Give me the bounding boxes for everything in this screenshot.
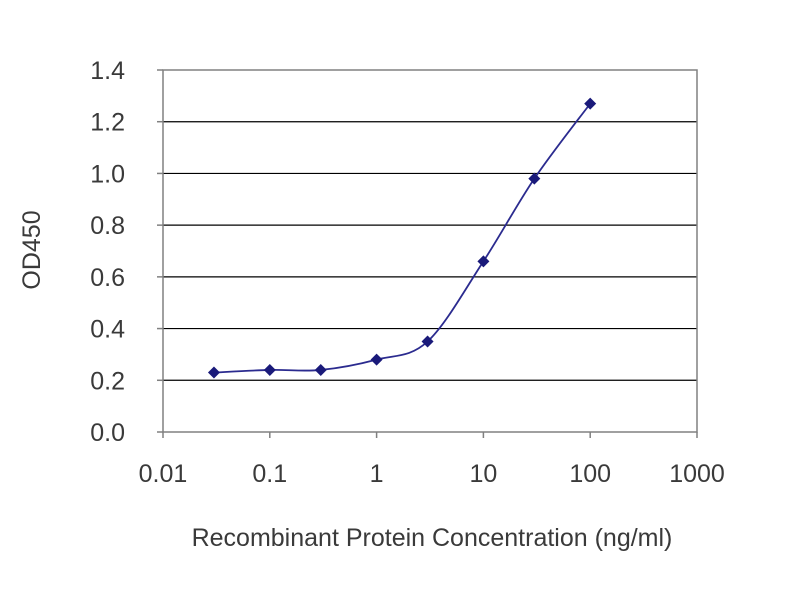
x-tick-label: 0.01 bbox=[139, 460, 188, 488]
data-point bbox=[421, 335, 434, 348]
data-point bbox=[314, 363, 327, 376]
y-tick-label: 0.4 bbox=[90, 316, 125, 344]
data-point bbox=[477, 255, 490, 268]
y-tick-labels: 0.0 0.2 0.4 0.6 0.8 1.0 1.2 1.4 bbox=[90, 57, 125, 447]
x-tick-label: 100 bbox=[569, 460, 611, 488]
plot-frame bbox=[157, 69, 698, 438]
x-tick-label: 10 bbox=[469, 460, 497, 488]
grid-layer bbox=[163, 121, 697, 381]
plot-border bbox=[162, 69, 698, 433]
data-point bbox=[263, 363, 276, 376]
data-point bbox=[528, 172, 541, 185]
data-point bbox=[370, 353, 383, 366]
y-tick-label: 1.2 bbox=[90, 109, 125, 137]
y-tick-label: 0.8 bbox=[90, 212, 125, 240]
y-tick-label: 1.0 bbox=[90, 160, 125, 188]
series-line bbox=[213, 103, 591, 374]
x-tick-labels: 0.01 0.1 1 10 100 1000 bbox=[139, 460, 725, 488]
x-tick-label: 1000 bbox=[669, 460, 725, 488]
y-tick-label: 0.2 bbox=[90, 367, 125, 395]
series-marker-layer bbox=[207, 97, 597, 379]
y-axis-title: OD450 bbox=[18, 210, 46, 289]
x-tick-label: 0.1 bbox=[252, 460, 287, 488]
y-tick-label: 0.6 bbox=[90, 264, 125, 292]
data-point bbox=[584, 97, 597, 110]
x-axis-title: Recombinant Protein Concentration (ng/ml… bbox=[192, 524, 673, 552]
y-tick-label: 1.4 bbox=[90, 57, 125, 85]
x-tick-label: 1 bbox=[370, 460, 384, 488]
series-line-layer bbox=[213, 103, 591, 374]
y-tick-label: 0.0 bbox=[90, 419, 125, 447]
data-point bbox=[207, 366, 220, 379]
